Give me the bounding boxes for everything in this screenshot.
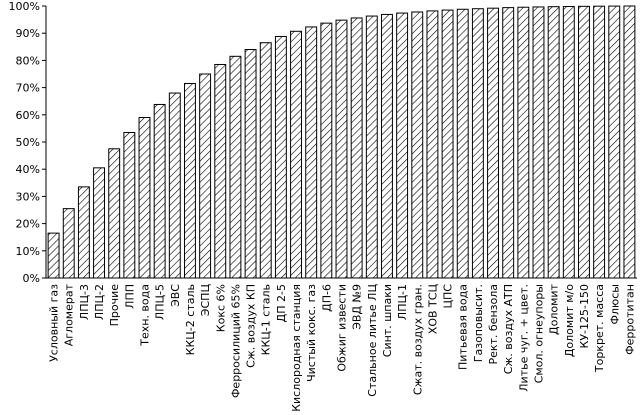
x-category-label: ККЦ-1 сталь <box>260 284 273 355</box>
y-tick-label: 90% <box>16 27 40 40</box>
x-category-label: Чистый кокс. газ <box>305 284 318 382</box>
bar-31 <box>502 7 515 279</box>
y-tick-label: 70% <box>16 82 40 95</box>
bar-4 <box>93 167 105 279</box>
bar-26 <box>426 10 439 279</box>
x-category-label: Сжат. воздух гран. <box>411 284 424 395</box>
y-tick-label: 20% <box>16 218 40 231</box>
bar-8 <box>153 103 166 279</box>
y-tick-label: 60% <box>16 109 40 122</box>
bar-34 <box>547 6 560 279</box>
x-category-label: ЛПЦ-5 <box>154 284 167 320</box>
x-category-label: ЛПЦ-1 <box>396 284 409 320</box>
bar-36 <box>578 5 590 279</box>
x-category-label: Рект. бензола <box>487 284 500 365</box>
x-category-label: Сж. воздух АТП <box>502 284 515 374</box>
bar-24 <box>396 12 409 279</box>
x-category-label: Агломерат <box>63 283 76 346</box>
bar-20 <box>335 19 348 279</box>
x-category-label: ЦПС <box>442 284 455 309</box>
x-category-label: ЛПЦ-2 <box>93 284 106 320</box>
bar-32 <box>517 6 530 279</box>
bar-14 <box>244 49 257 279</box>
x-category-label: ЭСПЦ <box>199 284 212 317</box>
bar-13 <box>229 55 242 279</box>
x-category-label: Прочие <box>108 284 121 327</box>
bar-10 <box>184 83 196 279</box>
bar-5 <box>108 148 121 279</box>
x-category-label: Литье чуг. + цвет. <box>517 284 530 392</box>
bar-22 <box>365 15 378 279</box>
x-category-label: Газоповысит. <box>472 284 485 362</box>
bar-30 <box>487 7 499 279</box>
bar-16 <box>274 35 287 279</box>
bar-9 <box>168 92 181 279</box>
x-category-label: Питьевая вода <box>457 284 470 370</box>
bar-2 <box>62 208 75 279</box>
x-category-label: Кокс 6% <box>214 284 227 332</box>
bar-19 <box>320 22 333 279</box>
x-category-label: КУ-125-150 <box>578 284 591 348</box>
bar-7 <box>138 117 151 279</box>
bar-6 <box>123 131 136 279</box>
bar-29 <box>471 8 484 279</box>
x-category-label: Доломит м/о <box>563 284 576 357</box>
y-tick-label: 40% <box>16 163 40 176</box>
x-category-label: Сж. воздух КП <box>245 284 258 368</box>
x-category-label: Доломит <box>548 283 561 335</box>
x-category-label: Торкрет. масса <box>593 284 606 373</box>
y-tick-label: 100% <box>9 0 40 13</box>
bar-11 <box>199 73 212 279</box>
bar-23 <box>381 13 393 279</box>
bar-38 <box>608 5 621 279</box>
bar-28 <box>456 8 469 279</box>
bar-18 <box>305 26 318 279</box>
x-category-label: Смол. огнеупоры <box>533 284 546 383</box>
x-category-label: ДП-6 <box>320 284 333 312</box>
x-category-label: Флюсы <box>608 284 621 325</box>
bar-15 <box>259 42 272 279</box>
bar-33 <box>532 6 545 279</box>
y-tick-label: 50% <box>16 136 40 149</box>
bar-1 <box>47 232 60 279</box>
x-category-label: ЛПП <box>123 284 136 309</box>
x-category-label: Стальное литье ЛЦ <box>366 284 379 397</box>
x-category-label: Ферротитан <box>623 284 636 355</box>
bar-21 <box>350 17 363 279</box>
x-category-label: Ферросилиций 65% <box>229 284 242 398</box>
x-category-label: ЭВД №9 <box>351 284 364 330</box>
y-tick-label: 10% <box>16 245 40 258</box>
bar-12 <box>214 63 227 279</box>
bar-25 <box>411 11 424 279</box>
x-category-label: Обжиг извести <box>336 284 349 372</box>
bar-35 <box>562 5 575 279</box>
x-category-label: Синт. шпаки <box>381 284 394 357</box>
bar-17 <box>290 30 302 279</box>
bar-39 <box>623 5 636 279</box>
y-tick-label: 80% <box>16 54 40 67</box>
x-category-label: Условный газ <box>48 284 61 362</box>
bar-27 <box>441 9 454 279</box>
x-category-label: ЭВС <box>169 284 182 307</box>
x-category-label: ДП 2-5 <box>275 284 288 322</box>
x-category-label: ЛПЦ-3 <box>78 284 91 320</box>
x-category-label: Техн. вода <box>139 284 152 347</box>
bar-37 <box>593 5 606 279</box>
y-tick-label: 0% <box>23 272 40 285</box>
x-category-label: ККЦ-2 сталь <box>184 284 197 355</box>
x-category-label: ХОВ ТСЦ <box>426 284 439 335</box>
x-category-label: Кислородная станция <box>290 284 303 412</box>
y-tick-label: 30% <box>16 190 40 203</box>
bar-3 <box>77 186 90 279</box>
